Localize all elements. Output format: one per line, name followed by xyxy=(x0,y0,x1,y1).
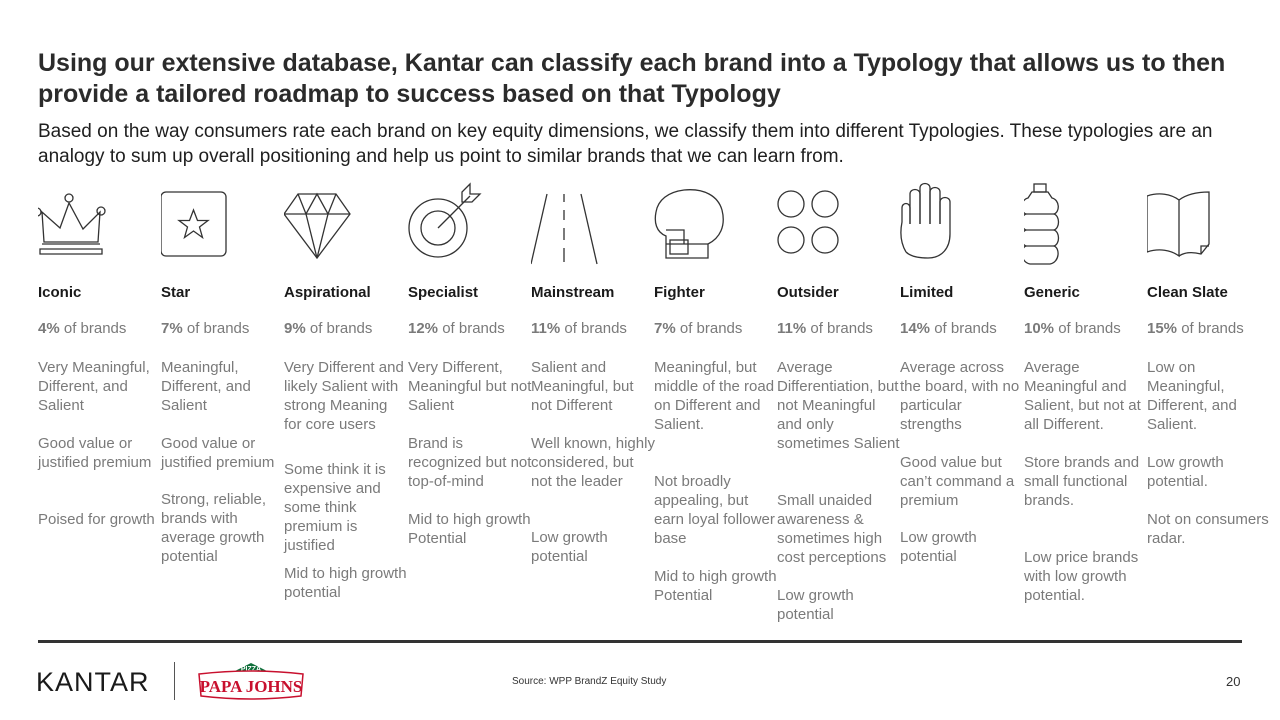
typology-name: Clean Slate xyxy=(1147,284,1228,301)
kantar-logo: KANTAR xyxy=(36,667,150,697)
typology-name: Mainstream xyxy=(531,284,615,301)
typology-price-description: Good value or justified premium xyxy=(161,435,275,471)
typology-growth-description: Mid to high growth Potential xyxy=(408,511,531,547)
typology-share: 11% of brands xyxy=(531,320,627,337)
typology-share: 11% of brands xyxy=(777,320,873,337)
boxing-glove-icon xyxy=(654,182,734,272)
typology-growth-description: Not on consumers radar. xyxy=(1147,511,1269,547)
typology-equity-description: Meaningful, Different, and Salient xyxy=(161,359,251,414)
typology-equity-description: Salient and Meaningful, but not Differen… xyxy=(531,359,634,414)
target-icon xyxy=(408,182,488,272)
typology-growth-description: Mid to high growth potential xyxy=(284,565,407,601)
typology-equity-description: Low on Meaningful, Different, and Salien… xyxy=(1147,359,1237,433)
typology-price-description: Brand is recognized but not top-of-mind xyxy=(408,435,532,490)
star-icon xyxy=(160,182,241,272)
typology-equity-description: Very Different and likely Salient with s… xyxy=(284,359,404,433)
typology-share: 10% of brands xyxy=(1024,320,1121,337)
typology-growth-description: Low growth potential xyxy=(777,587,854,623)
typology-equity-description: Very Different, Meaningful but not Salie… xyxy=(408,359,532,414)
typology-equity-description: Average Meaningful and Salient, but not … xyxy=(1024,359,1141,433)
typology-price-description: Good value or justified premium xyxy=(38,435,152,471)
typology-name: Fighter xyxy=(654,284,705,301)
typology-growth-description: Low growth potential xyxy=(531,529,608,565)
page-number: 20 xyxy=(1226,674,1241,689)
typology-price-description: Not broadly appealing, but earn loyal fo… xyxy=(654,473,775,547)
typology-name: Specialist xyxy=(408,284,479,301)
page-subtitle: Based on the way consumers rate each bra… xyxy=(38,121,1213,167)
typology-growth-description: Strong, reliable, brands with average gr… xyxy=(161,491,267,565)
typology-price-description: Small unaided awareness & sometimes high… xyxy=(777,492,887,566)
typology-equity-description: Average Differentiation, but not Meaning… xyxy=(777,359,900,452)
page-title: Using our extensive database, Kantar can… xyxy=(38,49,1226,108)
typology-equity-description: Very Meaningful, Different, and Salient xyxy=(38,359,150,414)
typology-price-description: Some think it is expensive and some thin… xyxy=(284,461,386,554)
typology-growth-description: Low growth potential xyxy=(900,529,977,565)
typology-share: 15% of brands xyxy=(1147,320,1244,337)
typology-column-star: Star 7% of brands Meaningful, Different,… xyxy=(160,182,274,565)
logo-separator xyxy=(174,662,175,700)
typology-name: Generic xyxy=(1024,284,1080,301)
diamond-icon xyxy=(283,182,364,272)
typology-share: 7% of brands xyxy=(654,320,743,337)
papa-johns-logo: PIZZA PAPA JOHNS xyxy=(195,660,307,702)
crown-icon xyxy=(32,182,118,272)
bottle-icon xyxy=(1020,182,1104,272)
typology-name: Limited xyxy=(900,284,954,301)
hand-icon xyxy=(900,182,980,272)
road-icon xyxy=(530,182,611,272)
typology-column-clean-slate: Clean Slate 15% of brands Low on Meaning… xyxy=(1146,182,1269,547)
typology-share: 4% of brands xyxy=(38,320,127,337)
typology-column-limited: Limited 14% of brands Average across the… xyxy=(900,182,1019,565)
typology-price-description: Well known, highly considered, but not t… xyxy=(531,435,655,490)
typology-growth-description: Low price brands with low growth potenti… xyxy=(1024,549,1139,604)
typology-share: 12% of brands xyxy=(408,320,505,337)
typology-column-outsider: Outsider 11% of brands Average Different… xyxy=(777,182,900,623)
typology-column-aspirational: Aspirational 9% of brands Very Different… xyxy=(283,182,407,601)
typology-column-iconic: Iconic 4% of brands Very Meaningful, Dif… xyxy=(32,182,155,528)
typology-growth-description: Poised for growth xyxy=(38,511,155,528)
book-icon xyxy=(1146,182,1227,272)
typology-name: Star xyxy=(161,284,191,301)
svg-text:PIZZA: PIZZA xyxy=(241,666,261,673)
svg-text:PAPA JOHNS: PAPA JOHNS xyxy=(200,677,303,696)
footer-divider-line xyxy=(38,640,1242,643)
typology-price-description: Low growth potential. xyxy=(1147,454,1224,490)
typology-equity-description: Average across the board, with no partic… xyxy=(900,359,1020,433)
circles-icon xyxy=(777,182,857,272)
typology-column-generic: Generic 10% of brands Average Meaningful… xyxy=(1020,182,1141,604)
typology-equity-description: Meaningful, but middle of the road on Di… xyxy=(654,359,775,433)
typology-column-fighter: Fighter 7% of brands Meaningful, but mid… xyxy=(654,182,777,604)
typology-share: 14% of brands xyxy=(900,320,997,337)
typology-column-mainstream: Mainstream 11% of brands Salient and Mea… xyxy=(530,182,655,565)
typology-name: Outsider xyxy=(777,284,839,301)
typology-name: Iconic xyxy=(38,284,82,301)
typology-price-description: Good value but can’t command a premium xyxy=(900,454,1015,509)
typology-column-specialist: Specialist 12% of brands Very Different,… xyxy=(408,182,531,547)
typology-share: 9% of brands xyxy=(284,320,373,337)
typology-share: 7% of brands xyxy=(161,320,250,337)
source-note: Source: WPP BrandZ Equity Study xyxy=(512,676,667,687)
typology-name: Aspirational xyxy=(284,284,371,301)
typology-growth-description: Mid to high growth Potential xyxy=(654,568,777,604)
typology-price-description: Store brands and small functional brands… xyxy=(1024,454,1140,509)
